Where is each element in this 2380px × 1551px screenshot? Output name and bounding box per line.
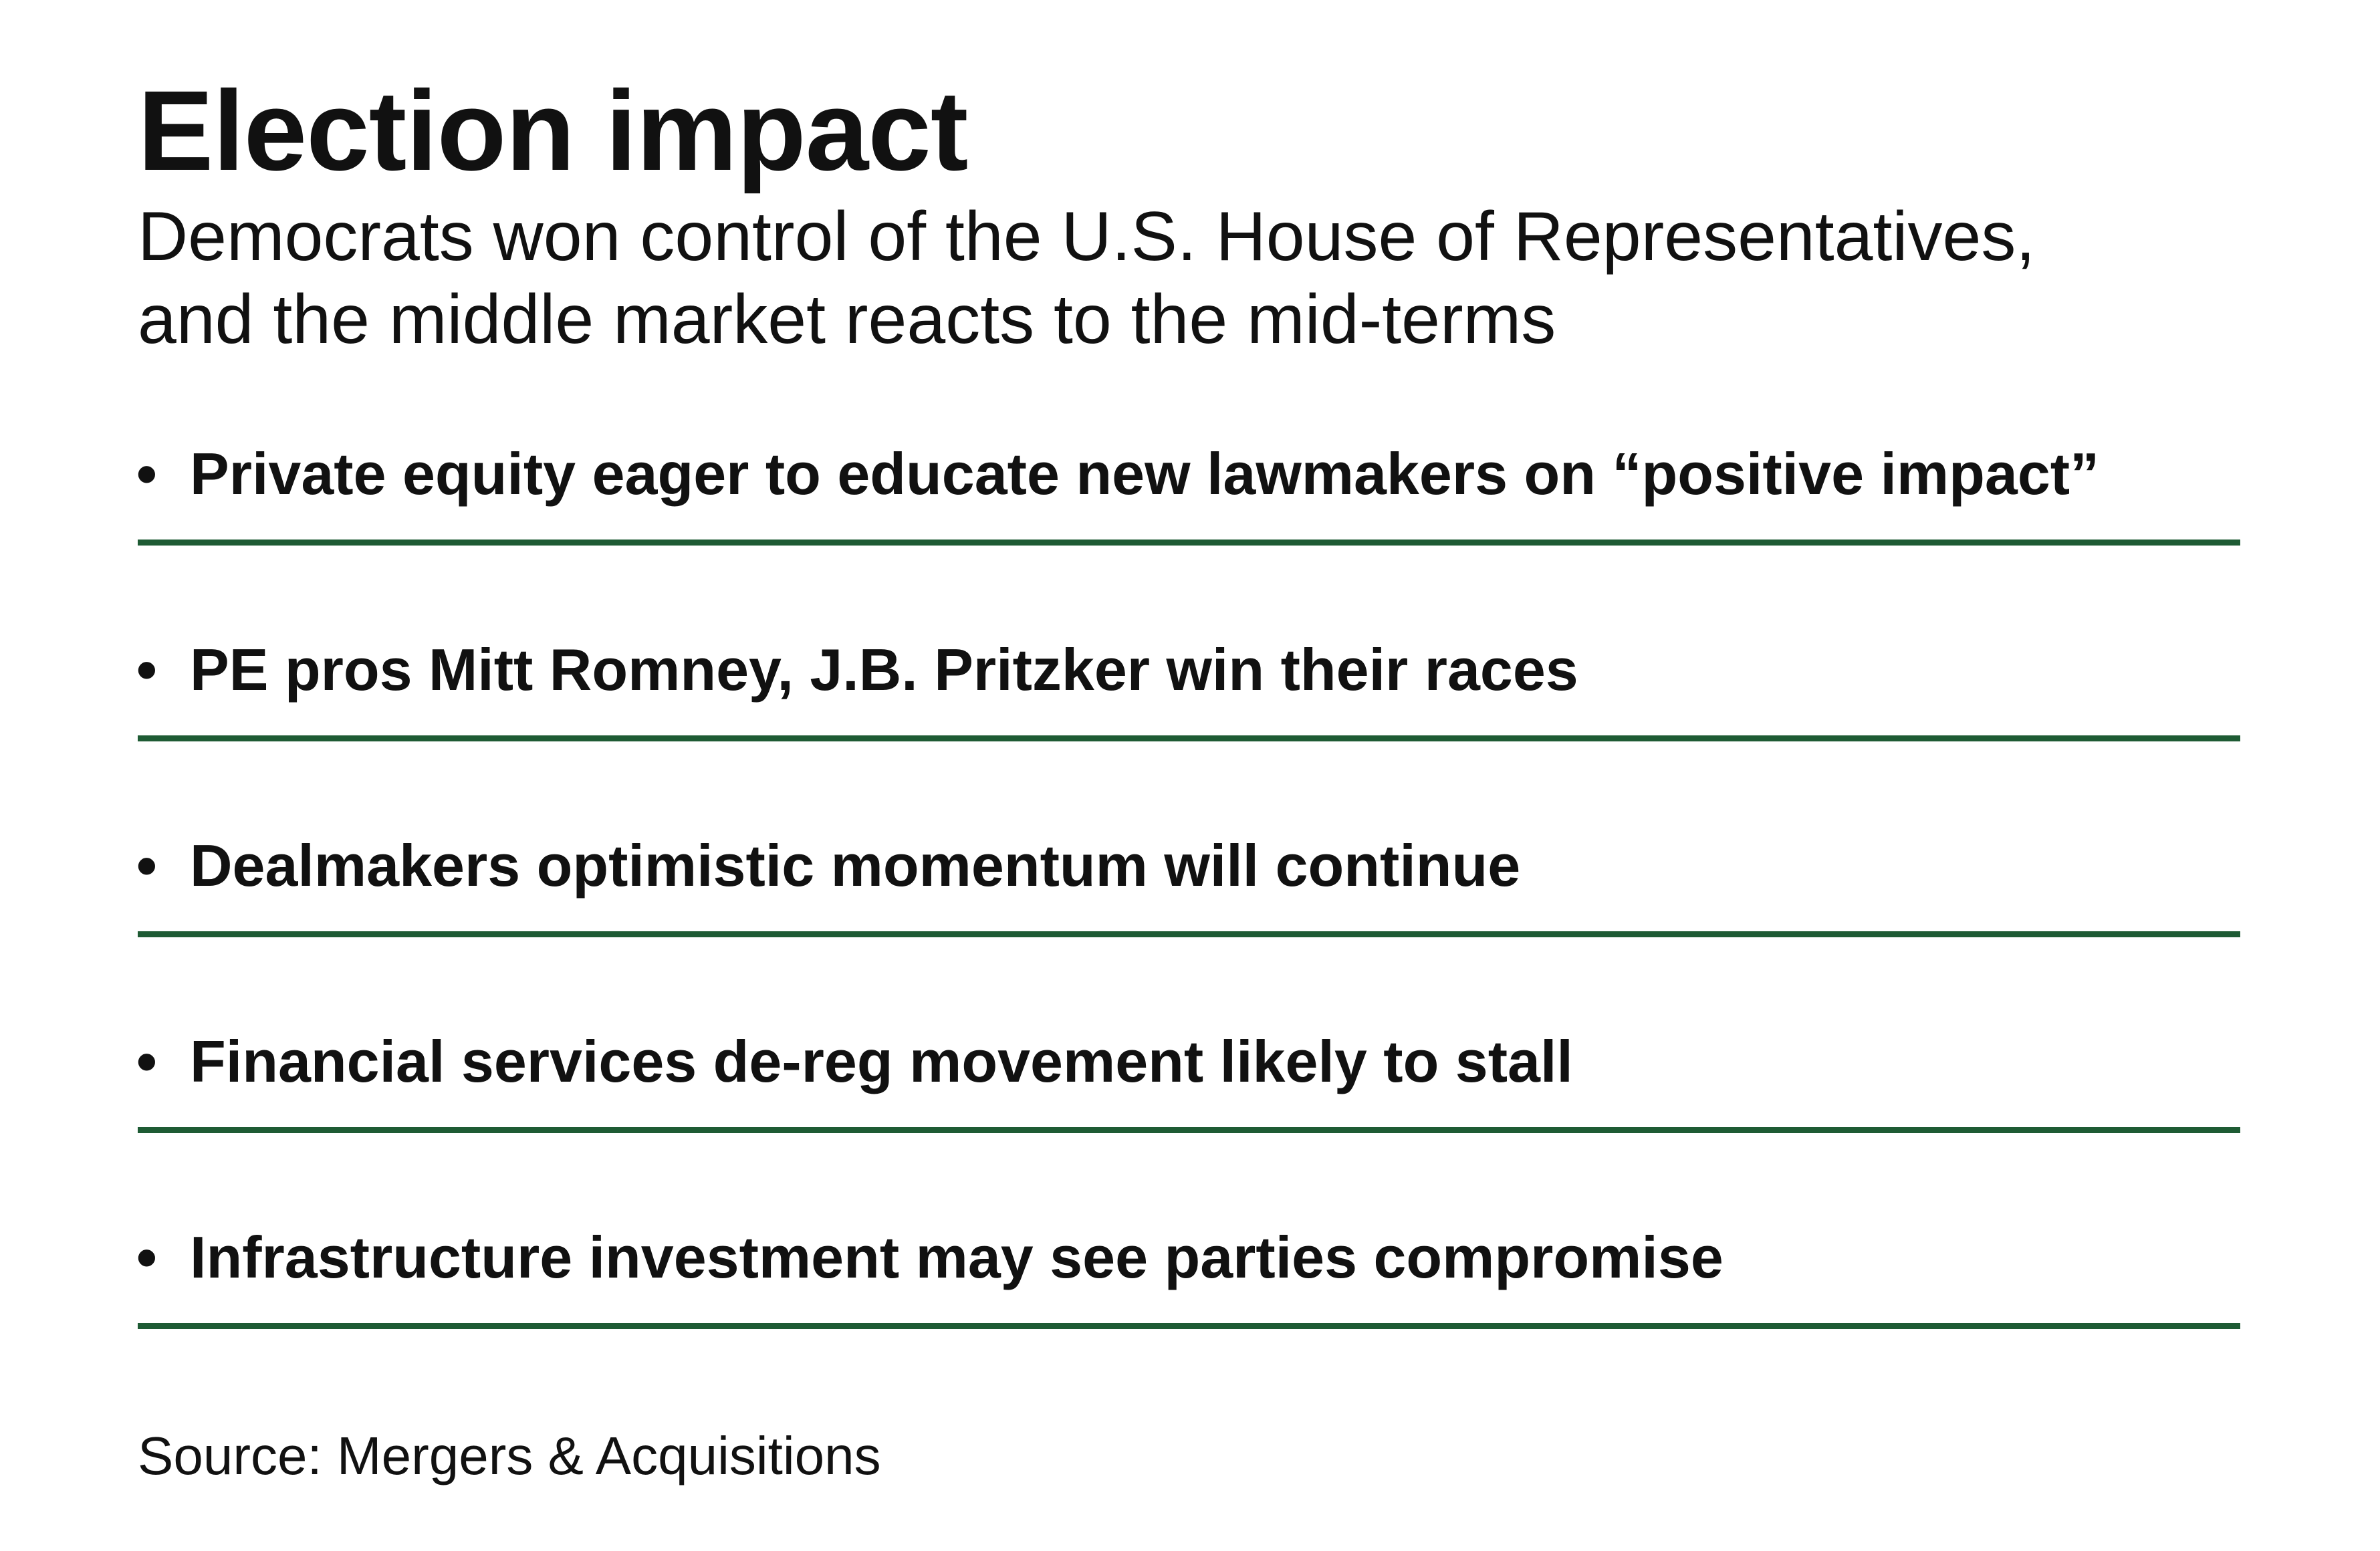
bullet-text: Financial services de-reg movement likel… <box>190 1028 1573 1094</box>
subtitle-line-2: and the middle market reacts to the mid-… <box>138 281 1556 358</box>
divider-rule <box>138 931 2240 937</box>
bullet-item: • Financial services de-reg movement lik… <box>136 1026 2240 1221</box>
bullet-item: • Infrastructure investment may see part… <box>136 1221 2240 1417</box>
bullet-item: • Private equity eager to educate new la… <box>136 438 2240 634</box>
bullet-item: • Dealmakers optimistic momentum will co… <box>136 830 2240 1026</box>
divider-rule <box>138 1323 2240 1329</box>
subtitle-line-1: Democrats won control of the U.S. House … <box>138 198 2036 275</box>
bullet-dot-icon: • <box>136 441 157 507</box>
bullet-item: • PE pros Mitt Romney, J.B. Pritzker win… <box>136 634 2240 830</box>
page-subtitle: Democrats won control of the U.S. House … <box>138 195 2277 361</box>
bullet-text: Dealmakers optimistic momentum will cont… <box>190 832 1521 899</box>
divider-rule <box>138 735 2240 741</box>
bullet-text: Private equity eager to educate new lawm… <box>190 441 2100 507</box>
divider-rule <box>138 1127 2240 1133</box>
bullet-dot-icon: • <box>136 636 157 703</box>
divider-rule <box>138 540 2240 546</box>
bullet-dot-icon: • <box>136 832 157 899</box>
bullet-dot-icon: • <box>136 1028 157 1094</box>
bullet-dot-icon: • <box>136 1224 157 1290</box>
bullet-text: PE pros Mitt Romney, J.B. Pritzker win t… <box>190 636 1578 703</box>
bullet-list: • Private equity eager to educate new la… <box>136 438 2240 1417</box>
bullet-text: Infrastructure investment may see partie… <box>190 1224 1723 1290</box>
source-credit: Source: Mergers & Acquisitions <box>138 1426 881 1485</box>
page-title: Election impact <box>138 68 968 195</box>
